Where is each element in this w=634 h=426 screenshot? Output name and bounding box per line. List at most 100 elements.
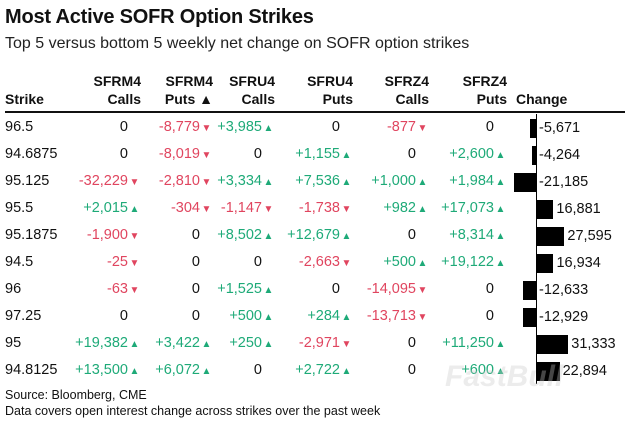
value-text: -32,229 [78, 173, 128, 189]
change-bar [536, 254, 554, 273]
value-text: 0 [119, 119, 128, 135]
value-cell: 0 [254, 141, 275, 168]
down-arrow-icon: ▼ [341, 258, 352, 269]
header-line2: Calls [241, 91, 275, 107]
up-arrow-icon: ▲ [263, 312, 274, 323]
column-header: Change [516, 72, 567, 108]
value-cell: 0 [120, 303, 141, 330]
value-cell: 0 [486, 303, 507, 330]
value-cell: -1,900 ▼ [87, 222, 141, 250]
value-cell: -63 ▼ [107, 276, 141, 304]
change-bar [536, 335, 569, 354]
down-arrow-icon: ▼ [263, 204, 274, 215]
value-text: -2,971 [298, 335, 340, 351]
change-bar [531, 146, 536, 165]
column-header[interactable]: SFRM4 Puts ▲ [165, 72, 213, 108]
header-line1: SFRZ4 [384, 73, 429, 89]
value-text: +11,250 [442, 335, 494, 351]
value-text: -2,663 [298, 254, 340, 270]
change-label: 27,595 [567, 228, 612, 244]
value-text: +500 [383, 254, 416, 270]
column-header: Strike [5, 72, 44, 108]
value-text: -14,095 [366, 281, 416, 297]
value-cell: -14,095 ▼ [367, 276, 429, 304]
value-text: +12,679 [287, 227, 340, 243]
value-cell: +1,155 ▲ [295, 141, 353, 169]
value-cell: 0 [192, 276, 213, 303]
strike-cell: 95 [5, 335, 22, 351]
table-row: 95.5 +2,015 ▲ -304 ▼ -1,147 ▼ -1,738 ▼ +982 ▲ +17,0… [0, 195, 634, 222]
table-row: 95.125 -32,229 ▼ -2,810 ▼ +3,334 ▲ +7,536 ▲ +1,00… [0, 168, 634, 195]
up-arrow-icon: ▲ [417, 177, 428, 188]
value-text: +17,073 [441, 200, 494, 216]
value-cell: -8,019 ▼ [159, 141, 213, 169]
value-text: -2,810 [158, 173, 200, 189]
up-arrow-icon: ▲ [417, 258, 428, 269]
value-cell: +2,722 ▲ [295, 357, 353, 385]
strike-cell: 95.5 [5, 200, 34, 216]
value-text: +13,500 [75, 362, 128, 378]
down-arrow-icon: ▼ [201, 204, 212, 215]
up-arrow-icon: ▲ [129, 366, 140, 377]
header-line2: Puts [322, 91, 353, 107]
down-arrow-icon: ▼ [341, 204, 352, 215]
column-header: SFRZ4 Calls [385, 72, 429, 108]
value-cell: -13,713 ▼ [367, 303, 429, 331]
value-cell: -1,738 ▼ [299, 195, 353, 223]
value-text: 0 [485, 308, 494, 324]
table-row: 94.5 -25 ▼ 0 0 -2,663 ▼ +500 ▲ +19,122 ▲ 16,934 [0, 249, 634, 276]
value-cell: 0 [408, 222, 429, 249]
change-label: -12,633 [539, 282, 589, 298]
value-text: 0 [119, 308, 128, 324]
down-arrow-icon: ▼ [129, 258, 140, 269]
value-cell: -2,971 ▼ [299, 330, 353, 358]
table-row: 96 -63 ▼ 0 +1,525 ▲ 0 -14,095 ▼ 0 -12,633 [0, 276, 634, 303]
watermark-logo: FastBull [445, 360, 564, 393]
column-header: SFRU4 Calls [229, 72, 275, 108]
table-row: 97.25 0 0 +500 ▲ +284 ▲ -13,713 ▼ 0 -12,929 [0, 303, 634, 330]
header-divider [5, 111, 625, 113]
up-arrow-icon: ▲ [341, 150, 352, 161]
strike-cell: 95.125 [5, 173, 50, 189]
value-cell: 0 [254, 357, 275, 384]
value-text: +2,722 [295, 362, 340, 378]
column-header: SFRU4 Puts [307, 72, 353, 108]
value-cell: +8,314 ▲ [449, 222, 507, 250]
value-cell: 0 [192, 249, 213, 276]
value-text: +2,600 [449, 146, 494, 162]
value-cell: -304 ▼ [171, 195, 213, 223]
up-arrow-icon: ▲ [495, 231, 506, 242]
value-cell: +2,015 ▲ [83, 195, 141, 223]
value-cell: 0 [254, 249, 275, 276]
value-cell: 0 [486, 114, 507, 141]
value-text: +500 [229, 308, 262, 324]
up-arrow-icon: ▲ [129, 339, 140, 350]
value-text: -8,779 [158, 119, 200, 135]
value-text: +3,985 [217, 119, 262, 135]
up-arrow-icon: ▲ [341, 231, 352, 242]
table-row: 95 +19,382 ▲ +3,422 ▲ +250 ▲ -2,971 ▼ 0 +11,250 ▲ 31… [0, 330, 634, 357]
value-text: +284 [307, 308, 340, 324]
header-line1: SFRU4 [229, 73, 275, 89]
change-label: -12,929 [539, 309, 589, 325]
strike-cell: 96.5 [5, 119, 34, 135]
up-arrow-icon: ▲ [417, 204, 428, 215]
change-label: -21,185 [539, 174, 589, 190]
value-cell: +6,072 ▲ [155, 357, 213, 385]
up-arrow-icon: ▲ [263, 123, 274, 134]
value-text: 0 [485, 119, 494, 135]
header-line1 [5, 72, 44, 90]
value-cell: 0 [486, 276, 507, 303]
value-cell: +17,073 ▲ [441, 195, 507, 223]
value-text: -304 [170, 200, 200, 216]
value-text: -1,738 [298, 200, 340, 216]
value-cell: +3,985 ▲ [217, 114, 275, 142]
value-cell: +1,525 ▲ [217, 276, 275, 304]
value-text: 0 [191, 227, 200, 243]
value-text: -1,147 [220, 200, 262, 216]
value-cell: +3,334 ▲ [217, 168, 275, 196]
strike-cell: 94.6875 [5, 146, 58, 162]
value-text: 0 [253, 146, 262, 162]
header-line1: SFRZ4 [462, 73, 507, 89]
bar-axis [536, 276, 537, 303]
